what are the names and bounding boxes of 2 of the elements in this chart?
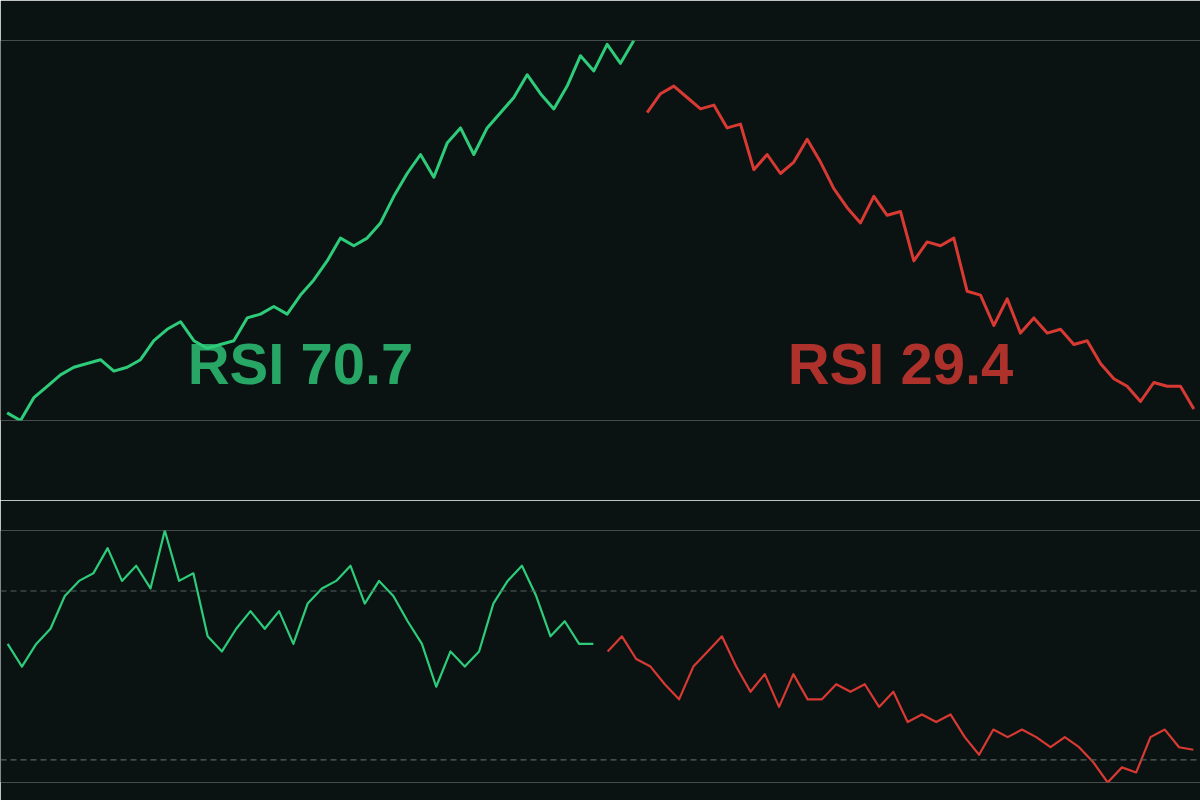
annotation: RSI 29.4 xyxy=(787,330,1014,396)
annotation: RSI 70.7 xyxy=(187,330,414,396)
